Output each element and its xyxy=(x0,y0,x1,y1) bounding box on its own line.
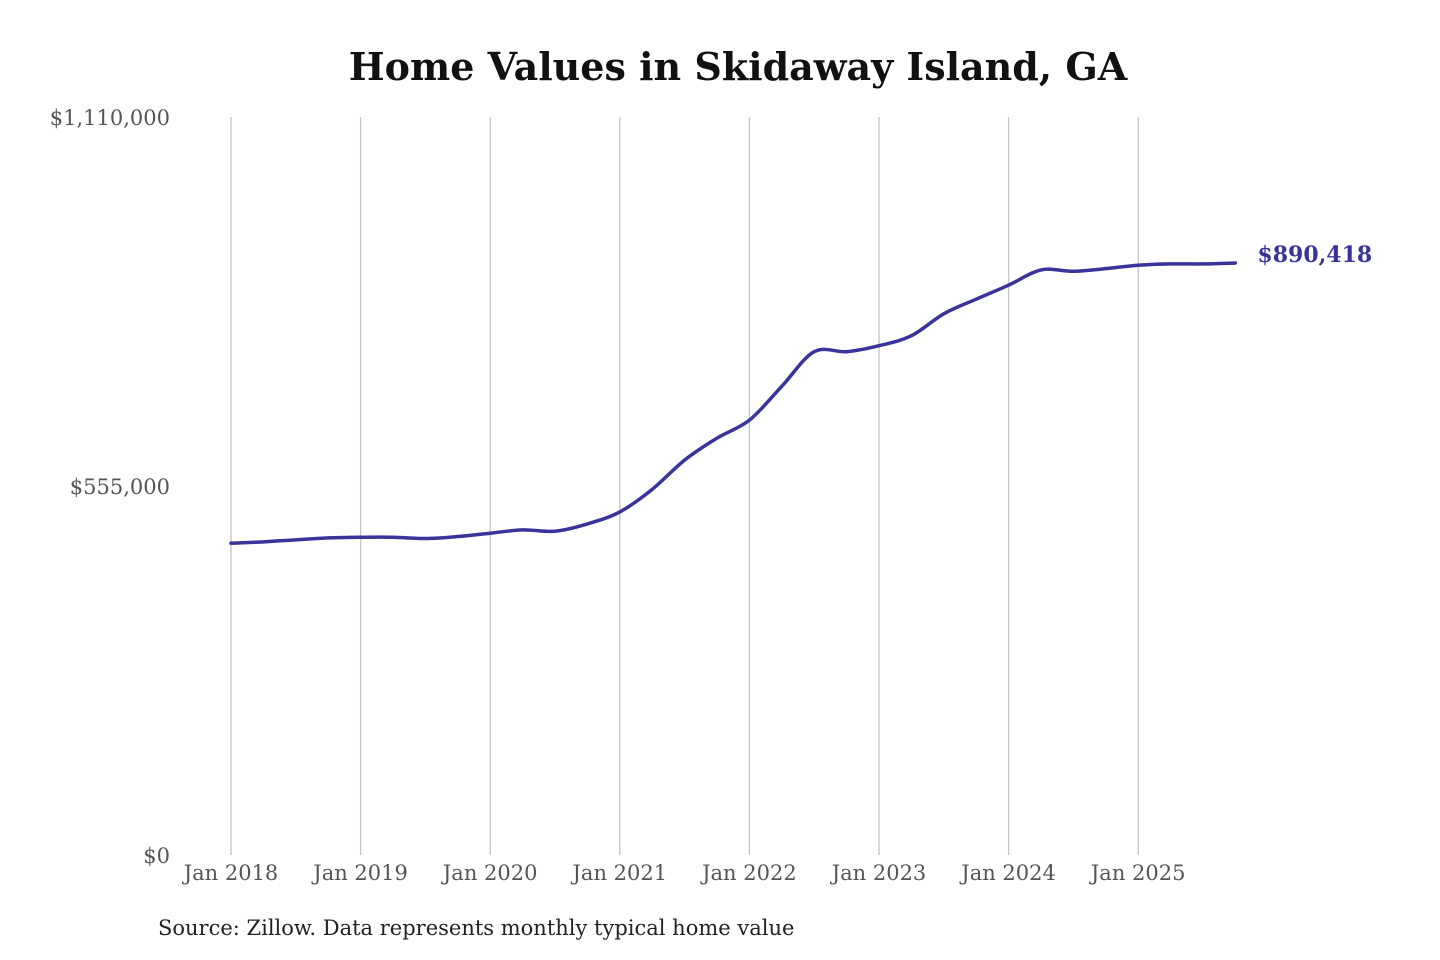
x-tick-label: Jan 2021 xyxy=(571,861,668,885)
y-tick-label: $555,000 xyxy=(70,475,170,499)
x-tick-label: Jan 2025 xyxy=(1089,861,1186,885)
y-tick-label: $1,110,000 xyxy=(50,106,170,130)
source-note: Source: Zillow. Data represents monthly … xyxy=(158,916,795,940)
chart-title: Home Values in Skidaway Island, GA xyxy=(348,44,1128,89)
x-tick-label: Jan 2024 xyxy=(959,861,1056,885)
x-tick-label: Jan 2020 xyxy=(441,861,538,885)
x-tick-label: Jan 2023 xyxy=(830,861,927,885)
x-tick-label: Jan 2022 xyxy=(700,861,797,885)
x-tick-label: Jan 2019 xyxy=(311,861,408,885)
series-line xyxy=(229,261,1238,545)
y-tick-label: $0 xyxy=(143,844,170,868)
end-value-label: $890,418 xyxy=(1257,242,1372,268)
x-tick-label: Jan 2018 xyxy=(182,861,279,885)
